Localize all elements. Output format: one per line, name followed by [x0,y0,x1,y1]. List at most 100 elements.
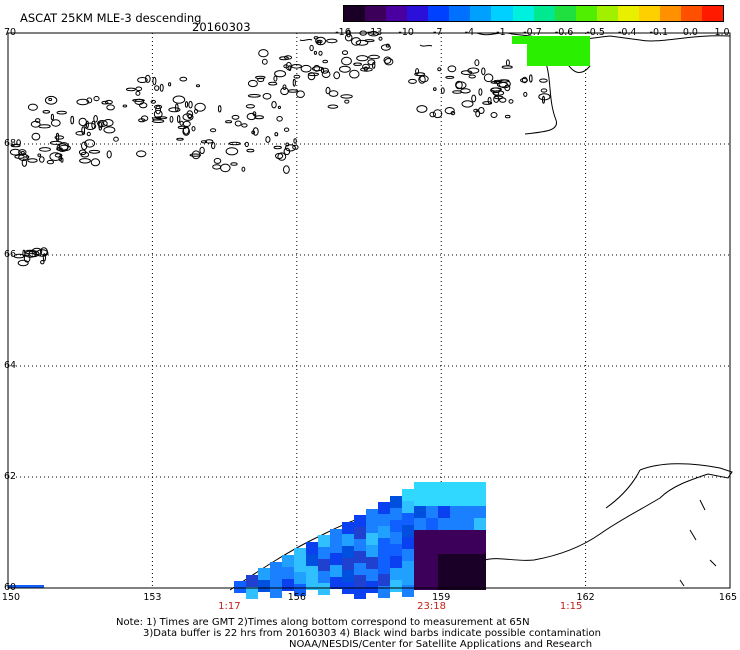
graticule [7,32,731,589]
swath-pixel [342,570,354,582]
lake-outline [505,59,510,67]
swath-pixel [438,482,450,494]
lake-outline [93,96,100,102]
lake-outline [184,101,189,108]
lake-outline [50,113,55,121]
swath-pixel [330,577,342,589]
lake-outline [498,79,510,83]
lake-outline [326,38,338,44]
lake-outline [50,119,61,127]
swath-pixel [294,560,306,572]
swath-pixel [390,544,402,556]
lake-outline [378,36,383,41]
lake-outline [9,148,21,156]
swath-pixel [342,534,354,546]
lake-outline [154,104,163,110]
swath-pixel [318,535,330,547]
lake-outline [159,83,164,92]
swath-pixel [414,566,426,578]
swath-pixel [426,554,438,566]
lake-outline [254,115,265,120]
lake-outline [460,88,471,94]
swath-pixel [450,578,462,590]
lake-outline [284,144,296,152]
swath-pixel [294,572,306,584]
lake-outline [225,147,239,156]
swath-pixel [474,482,486,494]
lake-outline [44,95,58,105]
lake-outline [152,76,157,86]
lake-outline [14,154,25,159]
longitude-label: 162 [576,592,595,603]
swath-pixel [354,587,366,599]
swath-pixel [234,581,246,593]
lake-outline [20,151,25,155]
lake-outline [277,152,287,161]
lake-outline [293,138,297,144]
longitude-label: 159 [432,592,451,603]
lake-outline [271,101,277,109]
lake-outline [539,78,548,83]
lake-outline [455,80,463,90]
lake-outline [247,94,261,98]
lake-outline [504,114,511,119]
swath-pixel [402,501,414,513]
lake-outline [540,88,548,93]
lake-outline [344,99,350,104]
swath-pixel [462,494,474,506]
lake-outline [90,158,101,167]
lake-outline [341,50,349,55]
latitude-label: 70 [4,27,17,38]
swath-pixel [414,506,426,518]
lake-outline [309,44,314,52]
lake-outline [97,120,108,127]
lake-outline [104,99,113,105]
swath-pixel [306,554,318,566]
lake-outline [81,141,88,151]
swath-pixel [366,581,378,593]
map-title: ASCAT 25KM MLE-3 descending [20,11,202,25]
swath-pixel [462,578,474,590]
swath-pixel [366,557,378,569]
lake-outline [432,109,443,119]
lake-outline [154,85,160,91]
lake-outline [490,87,502,92]
lake-outline [429,111,437,118]
swath-pixel [438,554,450,566]
longitude-label: 156 [287,592,306,603]
swath-pixel [474,578,486,590]
color-scale-bar [343,5,724,22]
swath-pixel [474,542,486,554]
lake-outline [245,104,255,109]
pass-time-label: 23:18 [417,601,446,612]
swath-pixel [402,537,414,549]
swath-pixel [318,547,330,559]
swath-pixel [390,532,402,544]
lake-outline [231,114,240,120]
lake-outline [339,65,351,73]
color-swatch [533,6,555,21]
swath-pixel [462,506,474,518]
color-swatch [575,6,597,21]
latitude-label: 64 [4,360,17,371]
lake-outline [172,95,186,104]
swath-pixel [414,578,426,590]
swath-pixel [438,578,450,590]
lake-outline [293,74,301,79]
lake-outline [103,126,116,134]
swath-pixel [414,482,426,494]
lake-outline [307,72,320,77]
color-swatch [365,6,387,21]
lake-outline [210,128,217,133]
swath-pixel [366,545,378,557]
swath-pixel [390,508,402,520]
lake-outline [137,77,148,83]
swath-pixel [354,551,366,563]
lake-outline [138,118,146,123]
lake-outline [292,78,296,87]
swath-pixel [306,542,318,554]
lake-outline [364,39,375,43]
lake-outline [35,118,41,123]
lake-outline [134,98,145,106]
